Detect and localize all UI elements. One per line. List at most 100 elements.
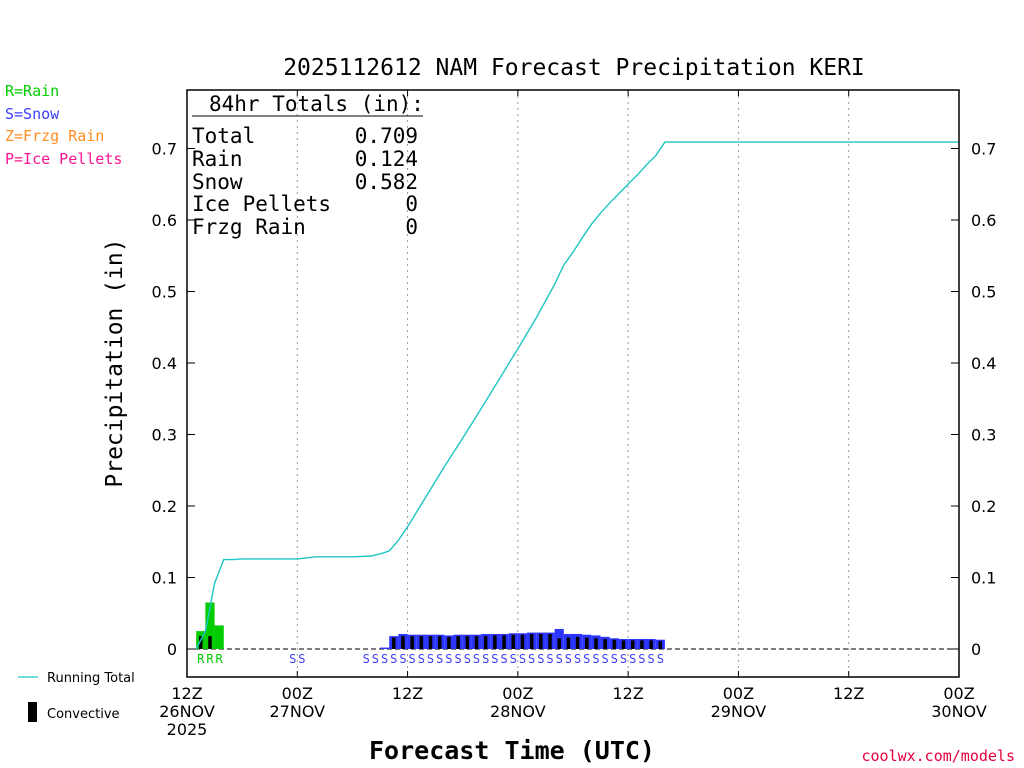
convective-bar bbox=[401, 636, 405, 649]
snow-type-marker: S bbox=[427, 652, 434, 666]
grid-layer bbox=[187, 90, 959, 677]
convective-bar bbox=[511, 634, 516, 649]
snow-type-marker: S bbox=[638, 652, 645, 666]
convective-bar bbox=[465, 636, 470, 649]
y-tick-label-left: 0.4 bbox=[152, 354, 177, 373]
y-tick-label-left: 0.6 bbox=[152, 211, 177, 230]
totals-ice-pellets-label: Ice Pellets bbox=[192, 192, 331, 216]
y-tick-label-right: 0.1 bbox=[971, 569, 996, 588]
snow-type-marker: S bbox=[482, 652, 489, 666]
snow-type-marker: S bbox=[289, 652, 296, 666]
snow-type-marker: S bbox=[565, 652, 572, 666]
snow-type-marker: S bbox=[464, 652, 471, 666]
bars-layer bbox=[196, 602, 665, 649]
totals-ice-pellets-value: 0 bbox=[405, 192, 418, 216]
convective-bar bbox=[502, 635, 506, 649]
x-tick-label: 29NOV bbox=[711, 702, 767, 721]
snow-type-marker: S bbox=[629, 652, 636, 666]
snow-type-marker: S bbox=[491, 652, 498, 666]
convective-bar bbox=[520, 634, 525, 649]
convective-bar bbox=[539, 633, 543, 649]
legend-frzg-rain-label: Z=Frzg Rain bbox=[5, 127, 104, 145]
convective-bar bbox=[392, 637, 396, 649]
x-tick-label: 12Z bbox=[171, 684, 202, 703]
convective-bar bbox=[548, 633, 552, 649]
snow-type-marker: S bbox=[537, 652, 544, 666]
snow-type-marker: S bbox=[372, 652, 379, 666]
y-tick-label-left: 0.7 bbox=[152, 140, 177, 159]
y-tick-label-left: 0.2 bbox=[152, 497, 177, 516]
snow-type-marker: S bbox=[500, 652, 507, 666]
convective-bar bbox=[621, 640, 626, 649]
convective-bar bbox=[594, 638, 598, 649]
totals-frzg-rain-label: Frzg Rain bbox=[192, 215, 306, 239]
convective-bar bbox=[566, 637, 571, 649]
y-axis-label: Precipitation (in) bbox=[102, 238, 128, 487]
convective-bar bbox=[603, 638, 607, 649]
snow-type-marker: S bbox=[298, 652, 305, 666]
snow-type-marker: S bbox=[583, 652, 590, 666]
convective-bar bbox=[612, 639, 617, 649]
totals-rain-value: 0.124 bbox=[355, 147, 418, 171]
snow-type-marker: S bbox=[519, 652, 526, 666]
running-total-line bbox=[195, 141, 959, 650]
legend-rain-label: R=Rain bbox=[5, 82, 59, 100]
y-tick-label-left: 0.1 bbox=[152, 569, 177, 588]
convective-bar bbox=[419, 636, 424, 649]
snow-type-marker: S bbox=[409, 652, 416, 666]
y-tick-label-left: 0.5 bbox=[152, 283, 177, 302]
x-tick-label: 26NOV bbox=[159, 702, 215, 721]
convective-bar bbox=[483, 636, 488, 649]
x-tick-label: 30NOV bbox=[931, 702, 987, 721]
y-tick-label-right: 0 bbox=[971, 640, 981, 659]
y-tick-label-right: 0.4 bbox=[971, 354, 996, 373]
y-tick-label-left: 0 bbox=[167, 640, 177, 659]
convective-bar bbox=[456, 636, 460, 649]
totals-rain-label: Rain bbox=[192, 147, 243, 171]
credit-text: coolwx.com/models bbox=[861, 747, 1015, 765]
axes-layer: 0 00.1 0.10.2 0.20.3 0.30.4 0.40.5 0.50.6 0.60.… bbox=[152, 89, 996, 739]
convective-bar bbox=[557, 638, 561, 649]
totals-heading: 84hr Totals (in): bbox=[209, 92, 424, 116]
snow-type-marker: S bbox=[390, 652, 397, 666]
convective-bar bbox=[428, 636, 433, 649]
convective-bar bbox=[447, 636, 451, 649]
x-tick-label: 00Z bbox=[723, 684, 754, 703]
rain-type-marker: R bbox=[206, 652, 214, 666]
snow-type-marker: S bbox=[574, 652, 581, 666]
y-tick-label-right: 0.5 bbox=[971, 283, 996, 302]
x-tick-label: 00Z bbox=[943, 684, 974, 703]
y-tick-label-right: 0.2 bbox=[971, 497, 996, 516]
convective-bar bbox=[410, 636, 414, 649]
precip-type-legend: R=Rain S=Snow Z=Frzg Rain P=Ice Pellets bbox=[5, 82, 122, 168]
snow-type-marker: S bbox=[528, 652, 535, 666]
convective-bar bbox=[437, 636, 442, 649]
convective-legend-label: Convective bbox=[47, 707, 120, 722]
snow-type-marker: S bbox=[445, 652, 452, 666]
snow-type-marker: S bbox=[473, 652, 480, 666]
running-total-layer bbox=[195, 141, 959, 650]
snow-type-marker: S bbox=[363, 652, 370, 666]
snow-type-marker: S bbox=[418, 652, 425, 666]
snow-type-marker: S bbox=[611, 652, 618, 666]
legend-snow-label: S=Snow bbox=[5, 105, 60, 123]
convective-bar bbox=[658, 641, 663, 649]
x-tick-label: 00Z bbox=[282, 684, 313, 703]
snow-type-marker: S bbox=[602, 652, 609, 666]
x-tick-label: 27NOV bbox=[269, 702, 325, 721]
convective-bar bbox=[493, 635, 497, 649]
rain-type-marker: R bbox=[197, 652, 205, 666]
snow-type-marker: S bbox=[399, 652, 406, 666]
x-tick-label: 12Z bbox=[392, 684, 423, 703]
running-total-legend-label: Running Total bbox=[47, 671, 135, 686]
totals-snow-label: Snow bbox=[192, 170, 243, 194]
rain-bar bbox=[205, 602, 215, 649]
snow-bar bbox=[380, 647, 390, 649]
convective-bar bbox=[640, 640, 644, 649]
convective-bar bbox=[208, 636, 212, 649]
snow-type-marker: S bbox=[381, 652, 388, 666]
totals-box: 84hr Totals (in): Total 0.709 Rain 0.124… bbox=[192, 92, 424, 239]
convective-bar bbox=[199, 636, 203, 649]
